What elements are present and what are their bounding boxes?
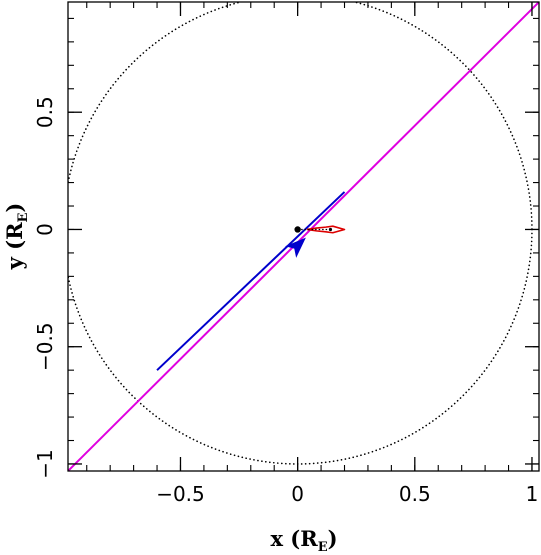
axis-ticks (68, 2, 539, 471)
trajectory-line (68, 2, 539, 471)
plot-frame (67, 1, 540, 472)
x-tick-label: 0.5 (399, 482, 431, 506)
x-tick-label: −0.5 (156, 482, 205, 506)
direction-arrow-icon (285, 237, 306, 258)
lens-mass-point (328, 227, 333, 232)
x-tick-label: 1 (526, 482, 539, 506)
plot-content (68, 2, 539, 471)
lens-mass-point (294, 226, 301, 233)
x-tick-label: 0 (291, 482, 304, 506)
caustic-curve (306, 225, 346, 234)
x-axis-label: x (RE) (270, 526, 337, 555)
y-tick-label: −1 (33, 449, 57, 478)
y-axis-label: y (RE) (2, 203, 31, 271)
y-tick-label: 0 (33, 223, 57, 236)
trajectory-segment (156, 191, 346, 371)
y-tick-label: −0.5 (33, 322, 57, 371)
y-tick-labels: −1 −0.5 0 0.5 (33, 96, 57, 478)
x-tick-labels: −0.5 0 0.5 1 (156, 482, 538, 506)
y-tick-label: 0.5 (33, 96, 57, 128)
